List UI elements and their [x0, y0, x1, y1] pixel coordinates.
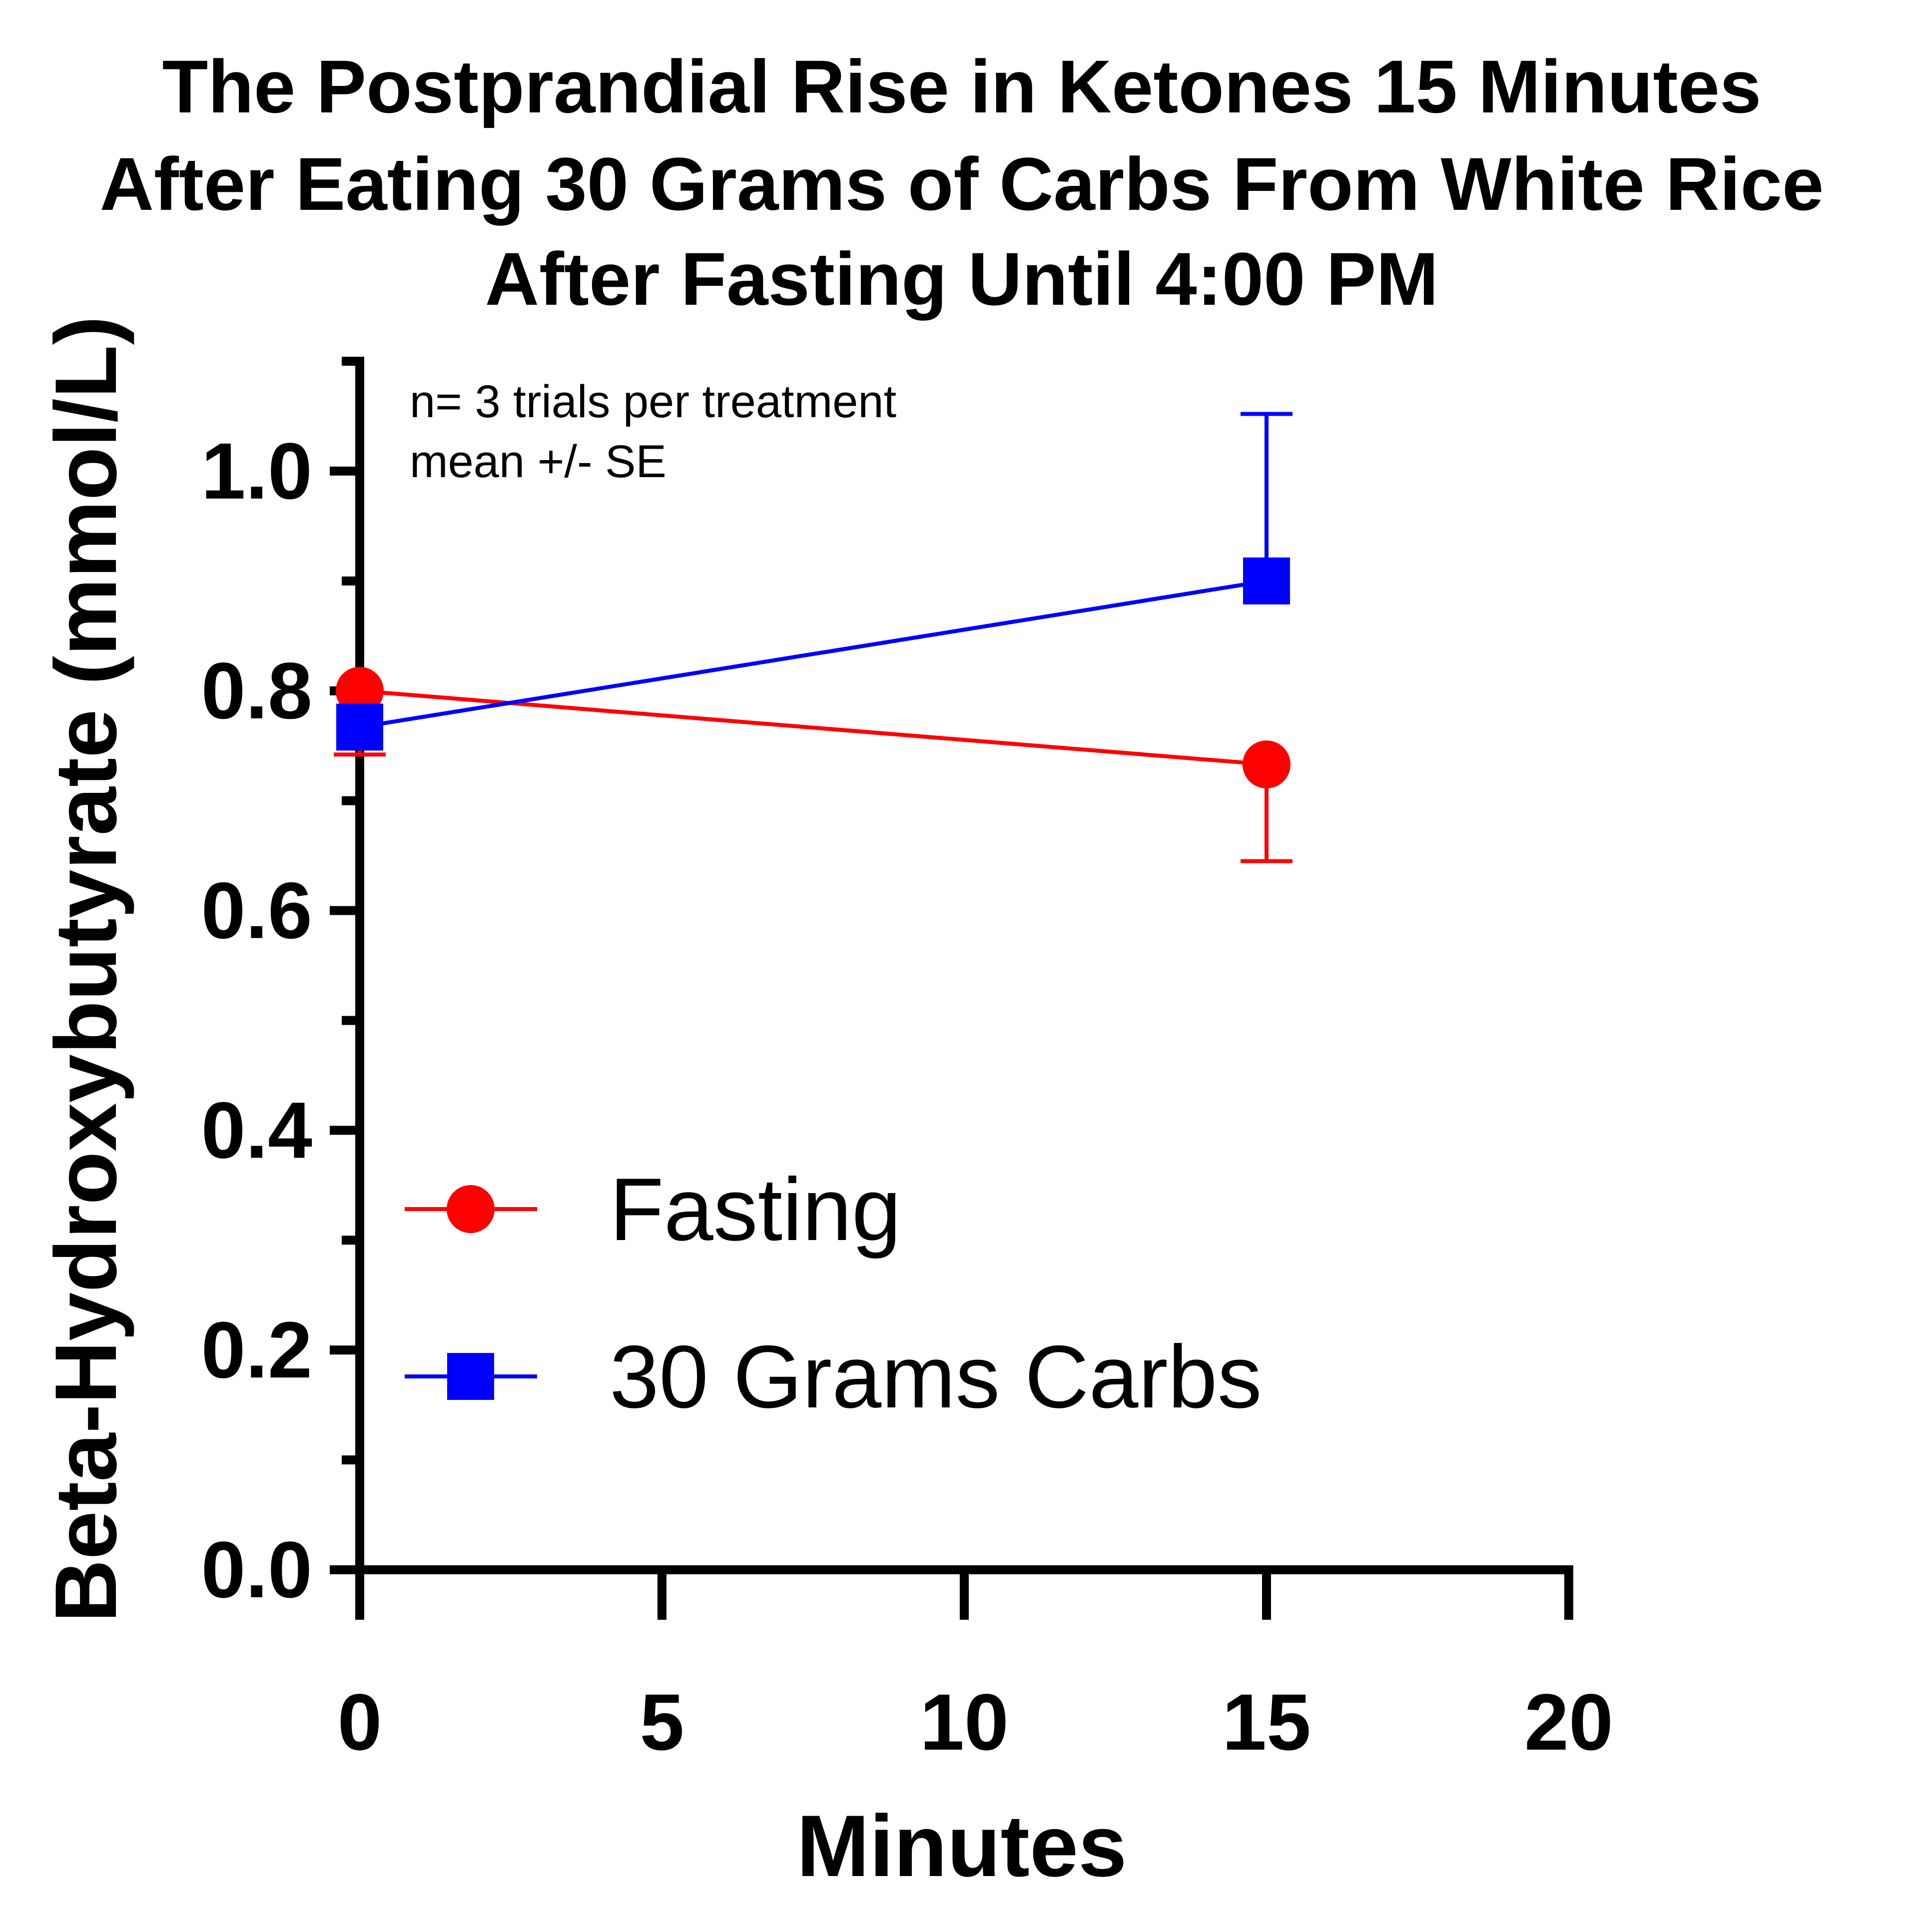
data-point: [336, 666, 384, 715]
data-point: [1243, 740, 1290, 789]
ticks: 0.0 0.2 0.4 0.6 0.8 1.0 0 5 10 15 20: [201, 357, 1613, 1767]
series-carbs: [336, 412, 1292, 751]
legend-item: Fasting: [405, 1160, 901, 1259]
legend-marker: [447, 1353, 494, 1400]
legend-label: Fasting: [610, 1160, 901, 1259]
x-tick-label: 0: [338, 1677, 382, 1767]
annotation-line-2: mean +/- SE: [410, 436, 666, 487]
series-line: [359, 688, 1267, 767]
legend-marker: [447, 1185, 495, 1233]
series-layer: [334, 412, 1292, 863]
title-line-3: After Fasting Until 4:00 PM: [485, 237, 1439, 321]
y-tick-label: 0.6: [201, 866, 312, 955]
x-axis-label: Minutes: [796, 1798, 1127, 1895]
x-tick-label: 15: [1222, 1677, 1311, 1767]
annotation-line-1: n= 3 trials per treatment: [410, 376, 896, 427]
y-tick-label: 1.0: [201, 426, 312, 516]
y-tick-label: 0.0: [201, 1525, 312, 1614]
y-tick-label: 0.4: [201, 1085, 312, 1175]
series-fasting: [334, 666, 1292, 863]
y-axis-label: Beta-Hydroxybutyrate (mmol/L): [37, 316, 135, 1623]
y-tick-label: 0.2: [201, 1305, 312, 1394]
data-point: [336, 703, 383, 751]
x-tick-label: 10: [920, 1677, 1009, 1767]
x-tick-label: 20: [1524, 1677, 1613, 1767]
data-point: [1243, 557, 1290, 605]
x-tick-label: 5: [640, 1677, 684, 1767]
chart-title: The Postprandial Rise in Ketones 15 Minu…: [100, 44, 1824, 321]
legend: Fasting 30 Grams Carbs: [405, 1160, 1262, 1426]
legend-item: 30 Grams Carbs: [405, 1327, 1262, 1426]
title-line-1: The Postprandial Rise in Ketones 15 Minu…: [162, 44, 1762, 128]
legend-label: 30 Grams Carbs: [610, 1327, 1262, 1426]
series-line: [359, 579, 1267, 729]
title-line-2: After Eating 30 Grams of Carbs From Whit…: [100, 142, 1824, 226]
y-tick-label: 0.8: [201, 646, 312, 735]
